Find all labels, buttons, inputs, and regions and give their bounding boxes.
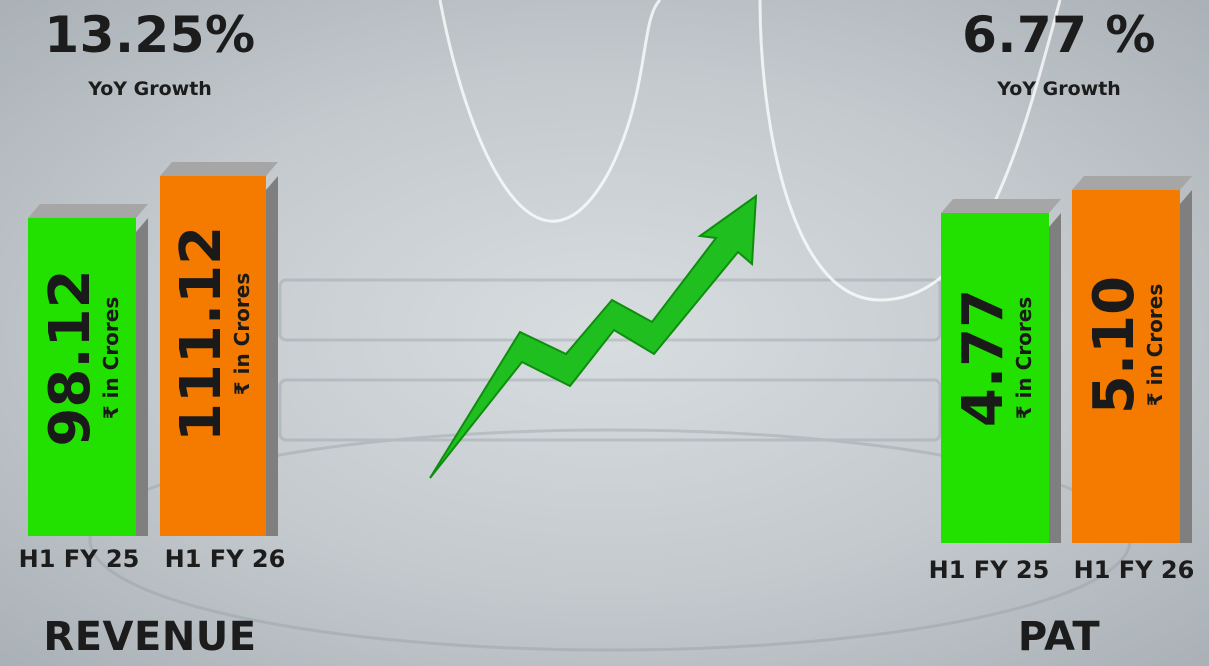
revenue-bar-label-fy25: 98.12 ₹ in Crores	[38, 269, 123, 447]
revenue-bar-label-fy26: 111.12 ₹ in Crores	[169, 226, 254, 443]
revenue-title: REVENUE	[43, 614, 257, 660]
revenue-panel: 13.25% YoY Growth 98.12 ₹ in Crores 111.…	[0, 0, 300, 666]
pat-title: PAT	[1017, 614, 1101, 660]
revenue-growth-value: 13.25%	[44, 6, 256, 64]
growth-arrow-icon	[429, 193, 758, 479]
revenue-value-fy26: 111.12	[169, 226, 234, 443]
pat-unit-fy26: ₹ in Crores	[1143, 284, 1167, 407]
pat-unit-fy25: ₹ in Crores	[1012, 296, 1036, 420]
revenue-category-fy26: H1 FY 26	[164, 545, 286, 573]
bar-front	[941, 213, 1049, 543]
revenue-bar-h1-fy25: 98.12 ₹ in Crores	[28, 218, 148, 536]
bar-front	[1072, 190, 1180, 543]
pat-bar-h1-fy25: 4.77 ₹ in Crores	[941, 213, 1061, 543]
revenue-unit-fy25: ₹ in Crores	[99, 296, 123, 420]
pat-value-fy25: 4.77	[951, 289, 1016, 428]
pat-category-fy25: H1 FY 25	[928, 556, 1050, 584]
pat-value-fy26: 5.10	[1082, 276, 1147, 415]
revenue-bar-h1-fy26: 111.12 ₹ in Crores	[160, 176, 278, 536]
revenue-growth-label: YoY Growth	[88, 78, 212, 100]
pat-bar-h1-fy26: 5.10 ₹ in Crores	[1072, 190, 1192, 543]
revenue-unit-fy26: ₹ in Crores	[230, 273, 254, 396]
revenue-value-fy25: 98.12	[38, 269, 103, 447]
pat-panel: 6.77 % YoY Growth 4.77 ₹ in Crores 5.10 …	[909, 0, 1209, 666]
pat-growth-value: 6.77 %	[962, 6, 1156, 64]
revenue-category-fy25: H1 FY 25	[18, 545, 140, 573]
pat-category-fy26: H1 FY 26	[1073, 556, 1195, 584]
pat-bar-label-fy26: 5.10 ₹ in Crores	[1082, 276, 1167, 415]
pat-bar-label-fy25: 4.77 ₹ in Crores	[951, 289, 1036, 428]
bar-front	[160, 176, 266, 536]
bar-front	[28, 218, 136, 536]
pat-growth-label: YoY Growth	[997, 78, 1121, 100]
